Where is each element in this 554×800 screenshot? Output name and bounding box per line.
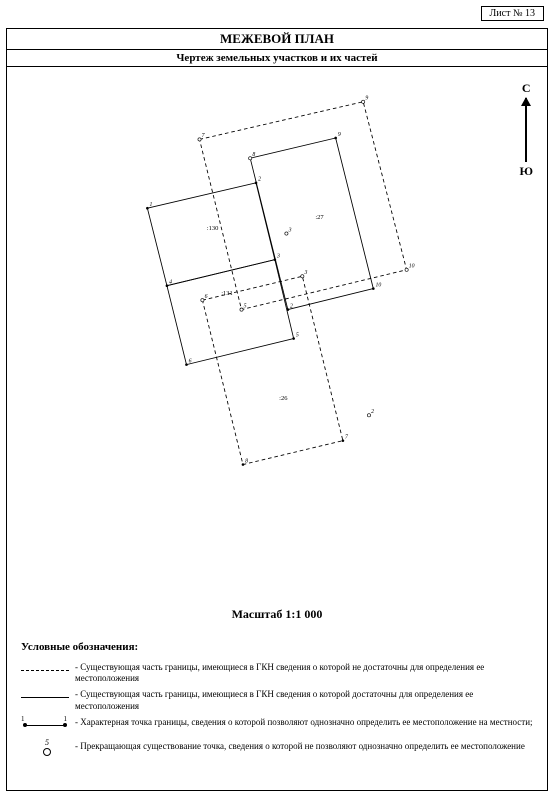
svg-text:3: 3: [304, 270, 308, 276]
legend: Условные обозначения: - Существующая час…: [21, 641, 533, 764]
svg-text:5: 5: [244, 303, 247, 309]
svg-text:7: 7: [202, 133, 206, 139]
title-sub: Чертеж земельных участков и их частей: [7, 50, 547, 66]
svg-text:7: 7: [345, 434, 349, 440]
sheet-number-box: Лист № 13: [481, 6, 544, 21]
scale-label: Масштаб 1:1 000: [7, 607, 547, 622]
svg-text:10: 10: [375, 282, 381, 288]
legend-row: - Существующая часть границы, имеющиеся …: [21, 688, 533, 712]
svg-text:10: 10: [409, 264, 415, 270]
svg-text:2: 2: [290, 303, 293, 309]
legend-symbol-endpt: 5: [21, 740, 75, 760]
svg-text:5: 5: [296, 332, 299, 338]
legend-title: Условные обозначения:: [21, 641, 533, 655]
legend-row: 5 - Прекращающая существование точка, св…: [21, 740, 533, 760]
svg-text:8: 8: [245, 458, 248, 464]
svg-text:6: 6: [205, 294, 208, 300]
drawing-frame: С Ю 1234256910787891056332:130:131:27:26…: [6, 67, 548, 791]
legend-symbol-solid: [21, 688, 75, 708]
svg-text::27: :27: [315, 214, 324, 221]
legend-symbol-charpt: 11: [21, 716, 75, 736]
svg-text::130: :130: [207, 225, 219, 232]
svg-text:9: 9: [338, 132, 341, 138]
svg-text:3: 3: [288, 227, 292, 233]
legend-text: - Характерная точка границы, сведения о …: [75, 716, 533, 728]
svg-text:2: 2: [258, 177, 261, 183]
legend-text: - Существующая часть границы, имеющиеся …: [75, 688, 533, 712]
legend-row: - Существующая часть границы, имеющиеся …: [21, 661, 533, 685]
svg-text:8: 8: [252, 152, 255, 158]
svg-text:9: 9: [365, 96, 368, 102]
title-box: МЕЖЕВОЙ ПЛАН Чертеж земельных участков и…: [6, 28, 548, 67]
legend-text: - Прекращающая существование точка, свед…: [75, 740, 533, 752]
svg-text:4: 4: [169, 279, 172, 286]
legend-symbol-dash: [21, 661, 75, 681]
svg-text::26: :26: [279, 395, 288, 402]
legend-row: 11 - Характерная точка границы, сведения…: [21, 716, 533, 736]
svg-text:2: 2: [371, 409, 374, 415]
legend-text: - Существующая часть границы, имеющиеся …: [75, 661, 533, 685]
svg-text::131: :131: [221, 290, 233, 297]
svg-text:6: 6: [189, 358, 192, 364]
svg-text:3: 3: [276, 253, 280, 259]
svg-text:1: 1: [150, 202, 153, 208]
cadastral-drawing: 1 2 3 4 2 5 6 9 10 7 8 7 8 9 10 5 6 3 3 2 :130 :131 :27 :26: [7, 67, 547, 487]
title-main: МЕЖЕВОЙ ПЛАН: [7, 29, 547, 50]
